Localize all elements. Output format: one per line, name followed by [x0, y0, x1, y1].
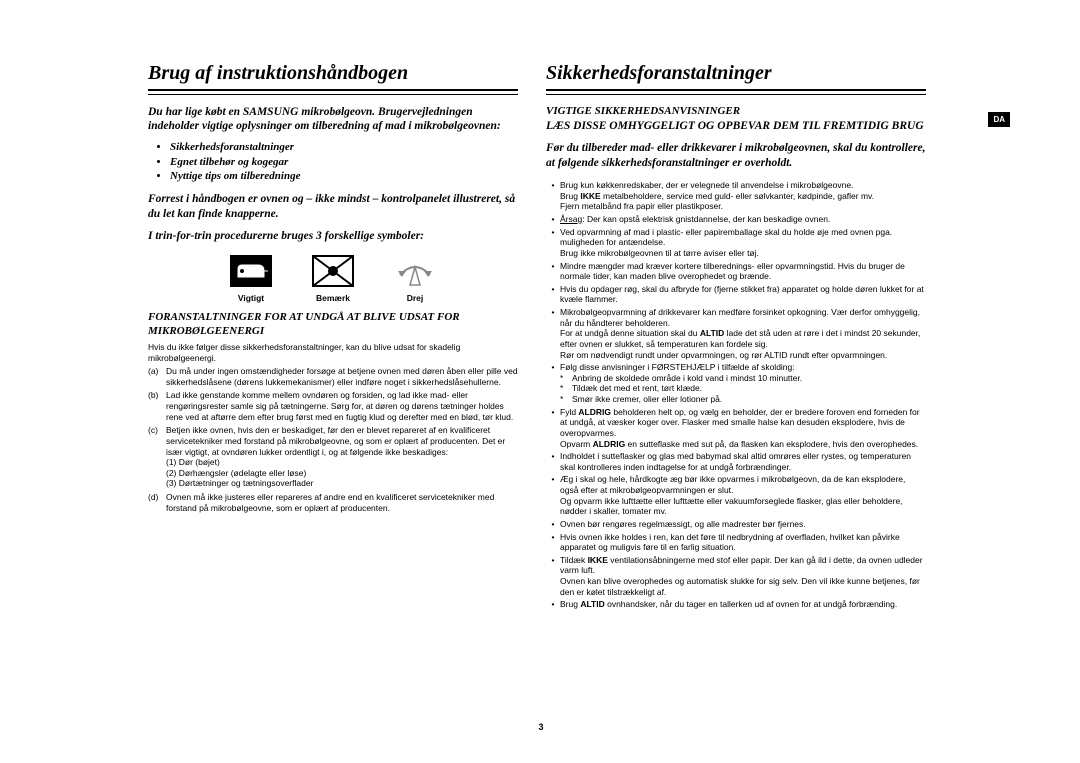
hand-icon: [230, 255, 272, 287]
item-c: Betjen ikke ovnen, hvis den er beskadige…: [166, 425, 518, 489]
left-para: I trin-for-trin procedurerne bruges 3 fo…: [148, 229, 518, 243]
item-b: Lad ikke genstande komme mellem ovndøren…: [166, 390, 518, 422]
bullet-list: Sikkerhedsforanstaltninger Egnet tilbehø…: [170, 140, 518, 185]
item-d: Ovnen må ikke justeres eller repareres a…: [166, 492, 518, 513]
symbol-label: Drej: [394, 293, 436, 303]
rule: [148, 94, 518, 95]
rule: [546, 89, 926, 91]
language-tab: DA: [988, 112, 1010, 127]
rule: [546, 94, 926, 95]
right-column: Sikkerhedsforanstaltninger VIGTIGE SIKKE…: [546, 62, 926, 612]
right-heading: Sikkerhedsforanstaltninger: [546, 62, 926, 85]
page-number: 3: [538, 722, 543, 732]
symbols-row: Vigtigt Bemærk Drej: [148, 255, 518, 303]
bullet-item: Sikkerhedsforanstaltninger: [170, 140, 518, 155]
lettered-list: (a)Du må under ingen omstændigheder fors…: [148, 366, 518, 513]
bullet-item: Nyttige tips om tilberedninge: [170, 169, 518, 184]
symbol-turn: Drej: [394, 255, 436, 303]
symbol-label: Bemærk: [312, 293, 354, 303]
left-para: Forrest i håndbogen er ovnen og – ikke m…: [148, 192, 518, 221]
symbol-important: Vigtigt: [230, 255, 272, 303]
left-column: Brug af instruktionshåndbogen Du har lig…: [148, 62, 518, 513]
right-warning: Før du tilbereder mad- eller drikkevarer…: [546, 141, 926, 170]
right-intro: LÆS DISSE OMHYGGELIGT OG OPBEVAR DEM TIL…: [546, 119, 926, 133]
rule: [148, 89, 518, 91]
page-container: DA Brug af instruktionshåndbogen Du har …: [148, 62, 934, 732]
symbol-note: Bemærk: [312, 255, 354, 303]
turn-icon: [394, 255, 436, 287]
left-subhead: FORANSTALTNINGER FOR AT UNDGÅ AT BLIVE U…: [148, 311, 518, 339]
item-a: Du må under ingen omstændigheder forsøge…: [166, 366, 518, 387]
symbol-label: Vigtigt: [230, 293, 272, 303]
left-body: Hvis du ikke følger disse sikkerhedsfora…: [148, 342, 518, 363]
note-icon: [312, 255, 354, 287]
safety-list: • Brug kun køkkenredskaber, der er veleg…: [546, 180, 926, 610]
bullet-item: Egnet tilbehør og kogegar: [170, 155, 518, 170]
right-subhead: VIGTIGE SIKKERHEDSANVISNINGER: [546, 105, 926, 117]
left-heading: Brug af instruktionshåndbogen: [148, 62, 518, 85]
left-intro: Du har lige købt en SAMSUNG mikrobølgeov…: [148, 105, 518, 134]
